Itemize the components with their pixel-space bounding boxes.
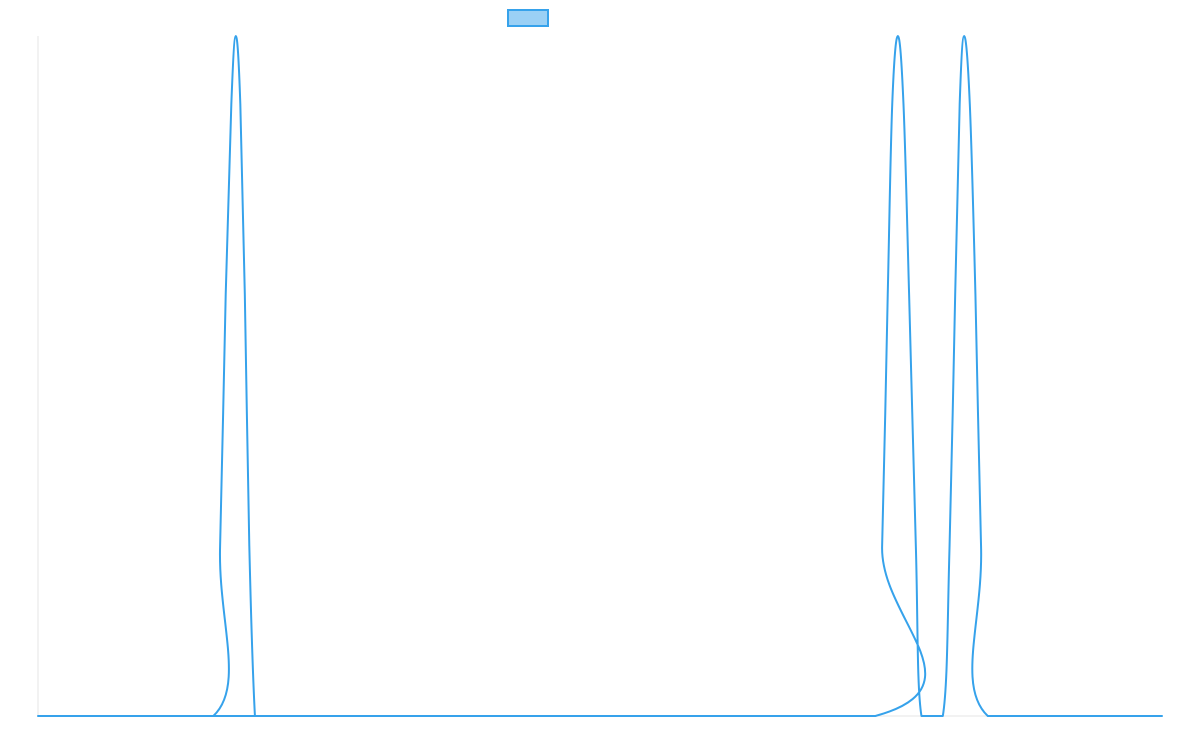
legend-swatch[interactable] [507, 9, 549, 27]
data-points [38, 36, 1162, 716]
legend[interactable] [507, 9, 549, 27]
series-line-0[interactable] [37, 35, 1163, 718]
axes [37, 36, 1162, 717]
series-layer [37, 35, 1163, 718]
